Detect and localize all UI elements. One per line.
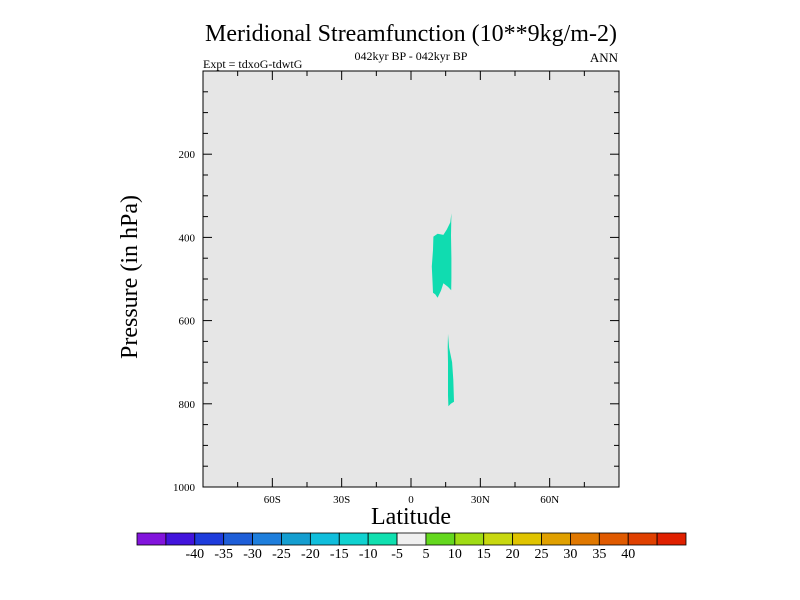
colorbar-label: -25 <box>272 547 291 562</box>
colorbar-swatch <box>627 532 658 546</box>
plot-area <box>203 71 619 487</box>
x-tick-label: 60S <box>264 494 281 506</box>
colorbar-label: -35 <box>214 547 233 562</box>
x-tick-label: 0 <box>408 494 414 506</box>
colorbar-label: -10 <box>359 547 378 562</box>
contour-region-1 <box>431 213 452 298</box>
colorbar-swatch <box>223 532 253 546</box>
colorbar-swatch <box>194 532 225 546</box>
colorbar-label: 5 <box>422 547 429 562</box>
colorbar-swatch <box>454 532 485 546</box>
x-axis-label: Latitude <box>371 504 451 530</box>
colorbar-swatch <box>367 532 398 546</box>
y-tick-label: 600 <box>179 316 196 328</box>
chart-subtitle-right: ANN <box>590 50 619 65</box>
colorbar-label: 40 <box>621 547 635 562</box>
colorbar-swatch <box>512 532 542 546</box>
y-tick-label: 400 <box>179 232 196 244</box>
colorbar-swatch <box>309 532 340 546</box>
colorbar-label: 20 <box>506 547 520 562</box>
colorbar-swatch <box>541 532 571 546</box>
colorbar-swatch <box>165 532 196 546</box>
plot-background <box>203 71 619 487</box>
colorbar-swatch <box>598 532 629 546</box>
chart-subtitle-center: 042kyr BP - 042kyr BP <box>355 49 468 63</box>
colorbar-swatch <box>396 532 427 546</box>
contour-region-2 <box>447 333 454 407</box>
y-tick-label: 200 <box>179 149 196 161</box>
colorbar-label: 35 <box>592 547 606 562</box>
colorbar-swatch <box>338 532 369 546</box>
x-tick-label: 30N <box>471 494 490 506</box>
colorbar-label: -40 <box>185 547 204 562</box>
colorbar-label: -15 <box>330 547 349 562</box>
colorbar-label: 30 <box>563 547 577 562</box>
colorbar-label: 15 <box>477 547 491 562</box>
colorbar: -40 -35 -30 -25 -20 -15 -10 -5 5 10 15 20 25 30 35 40 <box>136 532 687 562</box>
x-tick-label: 30S <box>333 494 350 506</box>
x-tick-label: 60N <box>540 494 559 506</box>
colorbar-label: -30 <box>243 547 262 562</box>
colorbar-label: 10 <box>448 547 462 562</box>
colorbar-swatch <box>425 532 456 546</box>
colorbar-swatch <box>656 532 687 546</box>
colorbar-label: 25 <box>535 547 549 562</box>
colorbar-swatch <box>570 532 600 546</box>
colorbar-swatch <box>483 532 514 546</box>
chart-subtitle-left: Expt = tdxoG-tdwtG <box>203 57 303 71</box>
colorbar-swatch <box>281 532 311 546</box>
y-tick-label: 1000 <box>173 482 196 494</box>
colorbar-swatch <box>136 532 167 546</box>
colorbar-swatch <box>252 532 282 546</box>
colorbar-label: -5 <box>391 547 403 562</box>
colorbar-label: -20 <box>301 547 320 562</box>
y-axis-label: Pressure (in hPa) <box>117 195 143 359</box>
y-tick-label: 800 <box>179 399 196 411</box>
axes: 60S 30S 0 30N 60N 200 400 600 800 1000 <box>173 70 620 506</box>
chart-title: Meridional Streamfunction (10**9kg/m-2) <box>205 21 617 47</box>
